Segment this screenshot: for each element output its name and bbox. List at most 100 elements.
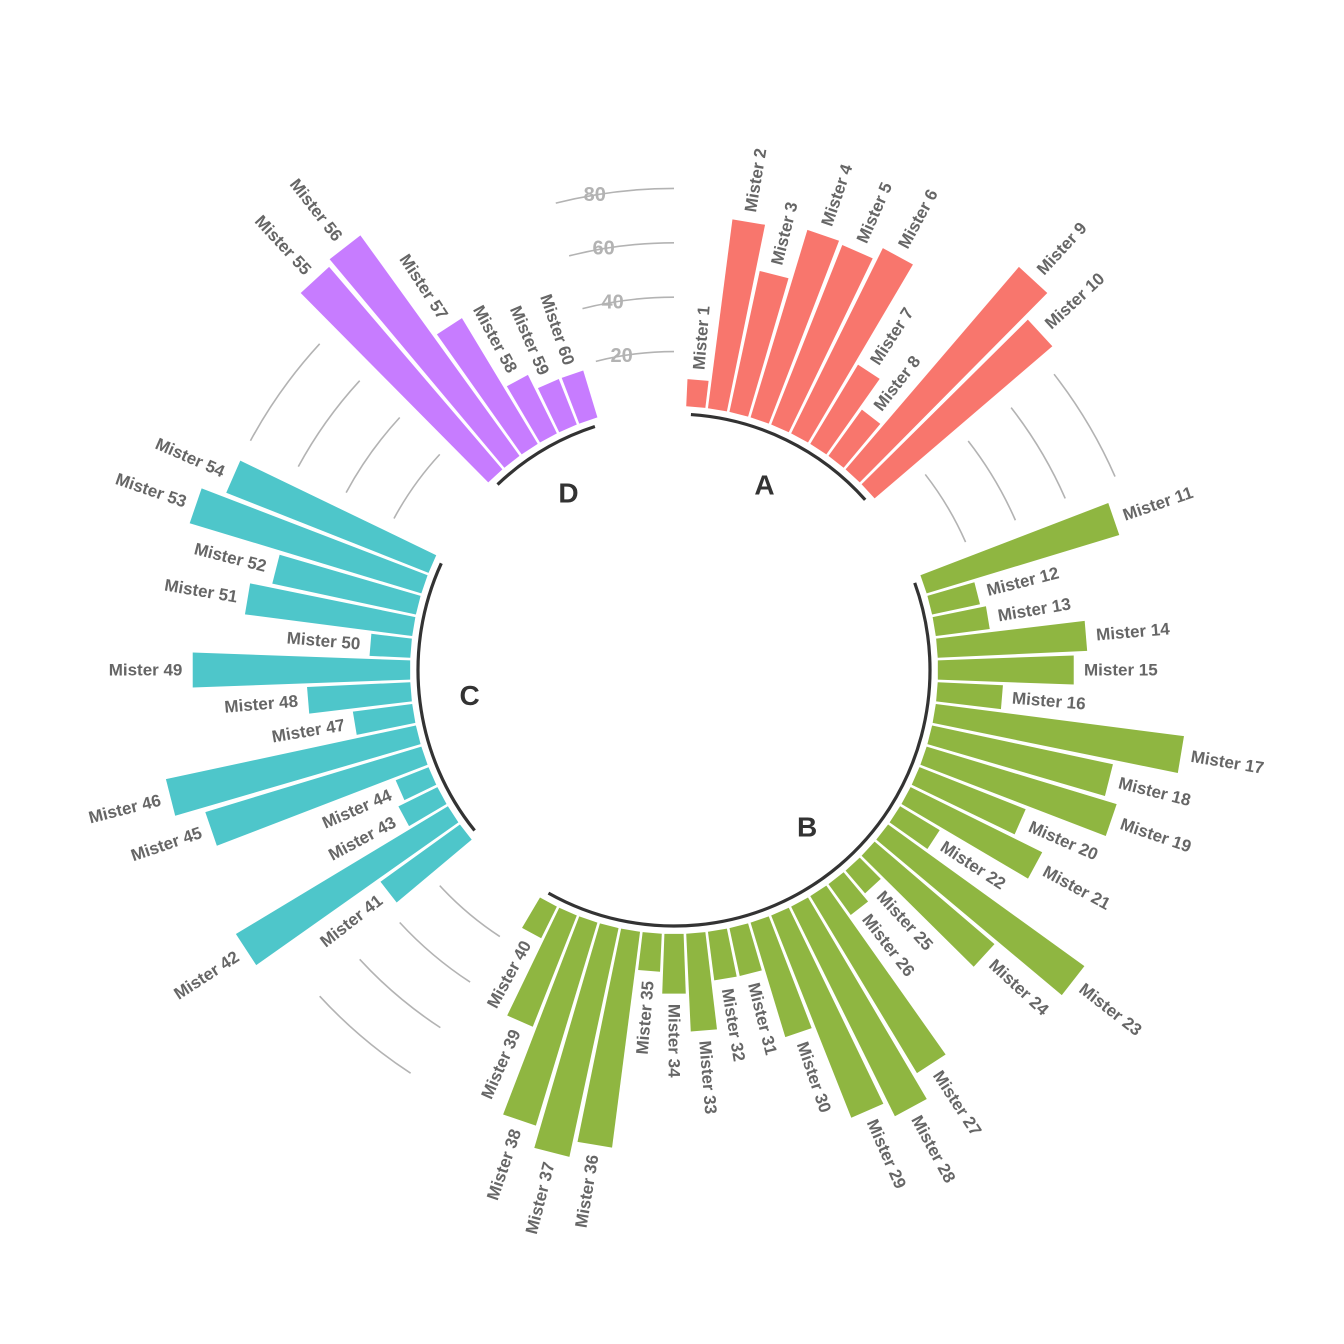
bar-label-mister-10: Mister 10 <box>1041 269 1108 333</box>
grid-arc-60 <box>359 958 441 1029</box>
bar-mister-25 <box>845 857 881 894</box>
grid-arc-60 <box>568 241 675 257</box>
bar-mister-13 <box>932 606 990 637</box>
grid-arc-80 <box>555 187 675 204</box>
bar-label-mister-42: Mister 42 <box>171 947 243 1003</box>
group-arc-d <box>496 425 596 486</box>
bar-mister-41 <box>380 824 472 903</box>
bar-label-mister-45: Mister 45 <box>129 823 205 865</box>
bar-label-mister-37: Mister 37 <box>522 1160 559 1236</box>
grid-arcs <box>249 187 1116 1074</box>
bar-label-mister-33: Mister 33 <box>695 1040 720 1115</box>
bar-mister-46 <box>165 725 421 816</box>
bar-mister-37 <box>534 923 619 1157</box>
bar-label-mister-53: Mister 53 <box>113 470 189 512</box>
bar-label-mister-5: Mister 5 <box>853 180 896 246</box>
bar-mister-58 <box>506 374 557 443</box>
grid-arc-80 <box>1053 373 1116 477</box>
bar-mister-8 <box>828 409 881 468</box>
bar-label-mister-46: Mister 46 <box>87 791 163 828</box>
bar-label-mister-21: Mister 21 <box>1040 862 1114 914</box>
bar-label-mister-1: Mister 1 <box>689 305 713 371</box>
grid-arc-40 <box>967 440 1017 521</box>
bar-mister-23 <box>876 824 1085 996</box>
bar-mister-18 <box>927 725 1113 796</box>
bar-label-mister-2: Mister 2 <box>741 147 770 214</box>
bar-mister-11 <box>920 503 1120 594</box>
bar-label-mister-47: Mister 47 <box>270 716 346 747</box>
bar-mister-12 <box>927 582 980 615</box>
bars <box>165 219 1184 1157</box>
bar-mister-36 <box>577 928 641 1148</box>
bar-label-mister-19: Mister 19 <box>1118 814 1194 856</box>
bar-mister-42 <box>235 806 459 966</box>
group-arc-b <box>547 582 932 928</box>
bar-mister-31 <box>729 923 762 976</box>
bar-mister-39 <box>507 907 577 1027</box>
bar-label-mister-34: Mister 34 <box>665 1004 684 1078</box>
grid-arc-20 <box>393 453 441 519</box>
bar-mister-54 <box>226 460 437 573</box>
bar-mister-32 <box>707 928 737 981</box>
bar-label-mister-9: Mister 9 <box>1033 219 1090 279</box>
bar-label-mister-4: Mister 4 <box>818 161 857 228</box>
bar-mister-9 <box>845 266 1048 483</box>
bar-label-mister-48: Mister 48 <box>224 692 299 717</box>
bar-label-mister-32: Mister 32 <box>718 987 749 1063</box>
group-arcs: A B C D <box>416 412 932 928</box>
bar-label-mister-36: Mister 36 <box>572 1153 603 1229</box>
bar-mister-56 <box>329 235 520 468</box>
grid-arc-20 <box>595 350 674 363</box>
bar-mister-51 <box>244 583 416 637</box>
bar-mister-26 <box>828 872 869 915</box>
bar-label-mister-51: Mister 51 <box>163 576 239 607</box>
bar-mister-30 <box>750 916 812 1038</box>
group-arc-a <box>690 412 867 501</box>
bar-mister-2 <box>707 219 766 412</box>
bar-mister-34 <box>662 933 686 994</box>
bar-mister-7 <box>810 364 880 455</box>
bar-mister-57 <box>436 318 538 455</box>
grid-arc-40 <box>582 296 674 310</box>
bar-label-mister-50: Mister 50 <box>286 628 361 653</box>
bar-label-mister-17: Mister 17 <box>1190 747 1266 778</box>
bar-mister-50 <box>369 633 412 658</box>
bar-mister-3 <box>729 270 789 417</box>
bar-mister-29 <box>771 907 884 1118</box>
bar-mister-24 <box>861 841 995 967</box>
bar-mister-22 <box>889 806 940 850</box>
bar-label-mister-16: Mister 16 <box>1011 689 1086 714</box>
bar-mister-59 <box>537 379 577 433</box>
bar-label-mister-29: Mister 29 <box>863 1116 910 1191</box>
y-tick-80: 80 <box>584 184 606 206</box>
grid-arc-20 <box>439 885 501 938</box>
bar-label-mister-13: Mister 13 <box>996 594 1072 625</box>
bar-mister-15 <box>937 655 1074 685</box>
bar-mister-27 <box>810 885 946 1074</box>
bar-label-mister-14: Mister 14 <box>1095 619 1171 644</box>
bar-mister-53 <box>189 488 428 594</box>
bar-label-mister-18: Mister 18 <box>1117 773 1193 810</box>
bar-label-mister-11: Mister 11 <box>1120 483 1195 525</box>
y-tick-40: 40 <box>602 291 624 313</box>
bar-mister-6 <box>791 248 913 443</box>
bar-mister-1 <box>686 379 709 408</box>
bar-mister-45 <box>205 746 428 846</box>
bar-label-mister-49: Mister 49 <box>109 661 183 680</box>
bar-mister-4 <box>750 229 840 424</box>
bar-mister-16 <box>936 682 1003 710</box>
bar-mister-14 <box>936 620 1088 658</box>
bar-label-mister-27: Mister 27 <box>929 1067 985 1139</box>
bar-label-mister-56: Mister 56 <box>286 175 346 245</box>
bar-mister-48 <box>307 682 412 714</box>
bar-mister-55 <box>300 266 503 483</box>
group-label-d: D <box>558 478 578 509</box>
grid-arc-60 <box>297 380 361 468</box>
bar-mister-10 <box>861 319 1053 499</box>
bar-mister-47 <box>352 703 416 735</box>
bar-label-mister-23: Mister 23 <box>1075 979 1145 1039</box>
bar-mister-60 <box>561 370 598 424</box>
grid-arc-80 <box>249 343 321 442</box>
